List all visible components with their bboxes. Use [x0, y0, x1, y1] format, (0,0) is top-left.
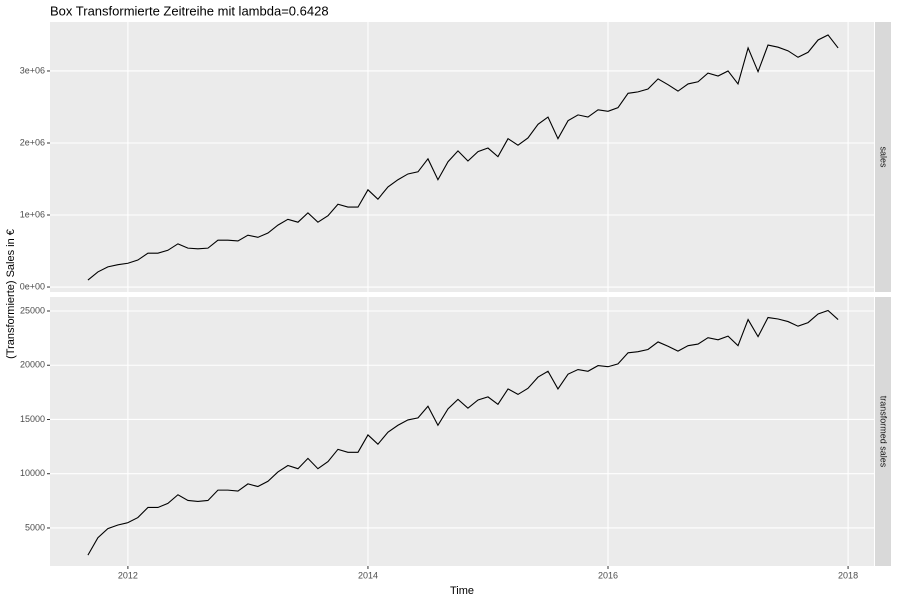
- strip-label: transformed sales: [879, 396, 889, 468]
- y-tick-label: 3e+06: [20, 65, 45, 75]
- y-axis-title: (Transformierte) Sales in €: [5, 229, 17, 359]
- chart-title: Box Transformierte Zeitreihe mit lambda=…: [50, 3, 329, 18]
- series-line: [87, 34, 839, 281]
- panel-background: [50, 22, 874, 292]
- y-tick-label: 15000: [20, 414, 45, 424]
- y-tick-label: 25000: [20, 305, 45, 315]
- x-axis-title: Time: [450, 585, 474, 597]
- strip-background: [875, 22, 891, 292]
- x-tick-label: 2016: [598, 570, 618, 580]
- x-tick-label: 2014: [358, 570, 378, 580]
- y-tick-label: 20000: [20, 360, 45, 370]
- y-tick-label: 5000: [25, 522, 45, 532]
- x-tick-label: 2012: [118, 570, 138, 580]
- y-tick-label: 1e+06: [20, 209, 45, 219]
- series-line: [87, 309, 839, 556]
- strip-background: [875, 297, 891, 566]
- y-tick-label: 2e+06: [20, 137, 45, 147]
- y-tick-label: 10000: [20, 468, 45, 478]
- x-tick-label: 2018: [838, 570, 858, 580]
- strip-label: sales: [879, 146, 889, 168]
- y-tick-label: 0e+00: [20, 281, 45, 291]
- panel-background: [50, 297, 874, 566]
